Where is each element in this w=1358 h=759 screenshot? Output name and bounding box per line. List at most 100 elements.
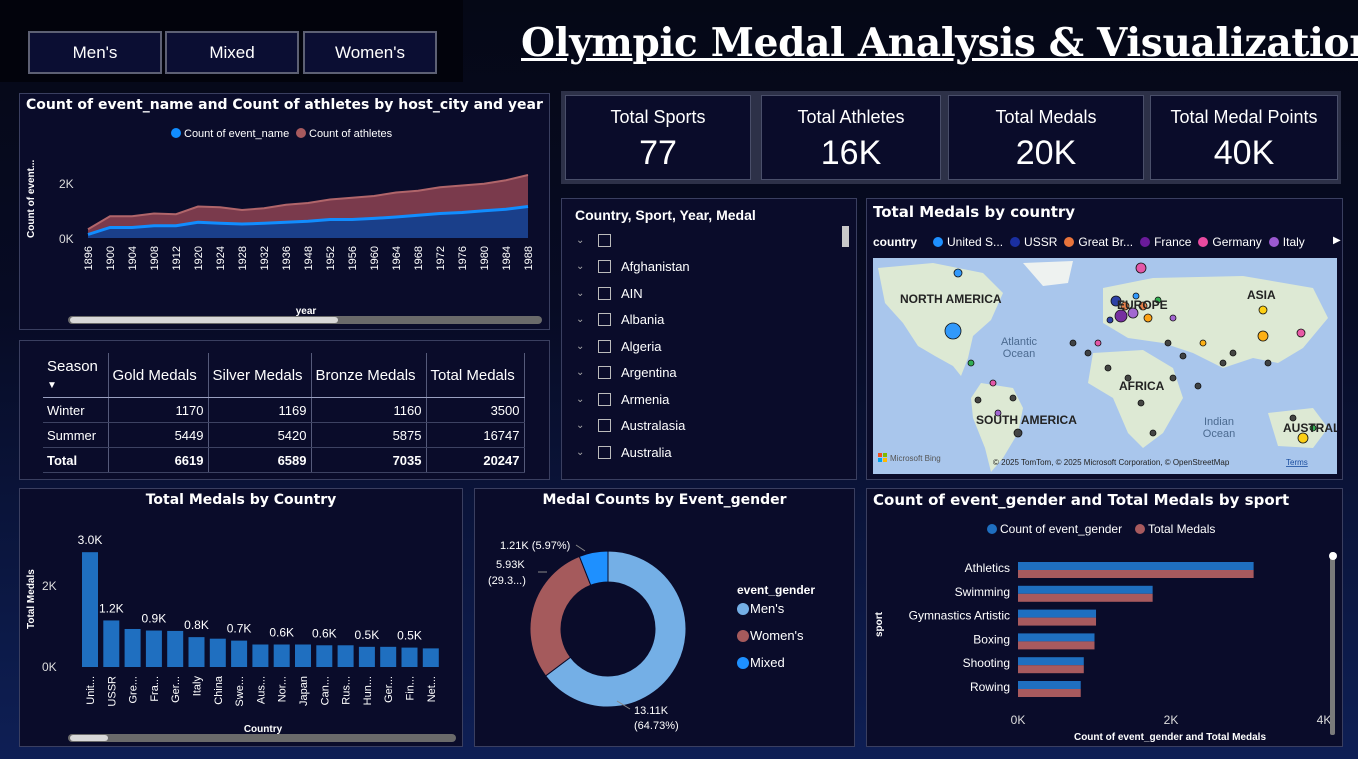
country-bubble[interactable] — [1264, 359, 1272, 367]
bar[interactable] — [380, 646, 397, 667]
slicer-item[interactable]: ⌄ AIN — [576, 280, 643, 306]
checkbox[interactable] — [598, 445, 611, 459]
column-header-bronze[interactable]: Bronze Medals — [311, 353, 427, 398]
bar[interactable] — [209, 638, 226, 667]
country-bubble[interactable] — [1069, 339, 1077, 347]
bar-total[interactable] — [1018, 570, 1254, 578]
bar-count[interactable] — [1018, 562, 1254, 570]
country-bubble[interactable] — [1257, 330, 1269, 342]
country-bubble[interactable] — [944, 322, 962, 340]
bar-total[interactable] — [1018, 689, 1081, 697]
bar[interactable] — [295, 644, 311, 667]
donut-slice[interactable] — [578, 550, 609, 586]
country-bubble[interactable] — [1164, 339, 1172, 347]
bar[interactable] — [273, 644, 290, 667]
country-bubble[interactable] — [1106, 316, 1114, 324]
bar[interactable] — [231, 640, 248, 667]
country-bubble[interactable] — [1137, 399, 1145, 407]
chevron-down-icon[interactable]: ⌄ — [576, 420, 585, 431]
world-map[interactable]: NORTH AMERICA EUROPE ASIA Atlantic Ocean… — [873, 258, 1337, 474]
column-header-gold[interactable]: Gold Medals — [108, 353, 209, 398]
column-header-total[interactable]: Total Medals — [426, 353, 525, 398]
checkbox[interactable] — [598, 260, 611, 273]
country-bubble[interactable] — [1110, 295, 1122, 307]
country-bubble[interactable] — [1258, 305, 1268, 315]
chevron-down-icon[interactable]: ⌄ — [576, 340, 585, 352]
checkbox[interactable] — [598, 313, 611, 326]
country-bubble[interactable] — [1120, 301, 1130, 311]
country-bubble[interactable] — [1229, 349, 1237, 357]
bar-count[interactable] — [1018, 657, 1084, 666]
map-terms-link[interactable]: Terms — [1286, 458, 1308, 467]
country-bubble[interactable] — [1124, 374, 1132, 382]
country-bubble[interactable] — [1132, 292, 1140, 300]
country-bubble[interactable] — [1143, 313, 1153, 323]
slicer-item[interactable]: ⌄ Australasia — [576, 413, 685, 439]
map-legend-item[interactable]: United S... — [933, 235, 1003, 249]
country-bubble[interactable] — [1154, 296, 1162, 304]
country-bubble[interactable] — [994, 409, 1002, 417]
country-bubble[interactable] — [1009, 394, 1017, 402]
slicer-item[interactable]: ⌄ — [576, 227, 621, 253]
bar-total[interactable] — [1018, 665, 1084, 674]
map-legend-item[interactable]: Italy — [1268, 235, 1305, 249]
tab-womens[interactable]: Women's — [303, 31, 437, 74]
scrollbar-track[interactable] — [68, 734, 456, 742]
legend-next-icon[interactable]: ▶ — [1333, 235, 1341, 246]
bar[interactable] — [252, 644, 269, 667]
map-legend-item[interactable]: Germany — [1198, 235, 1262, 249]
country-bubble[interactable] — [1309, 424, 1317, 432]
chevron-down-icon[interactable]: ⌄ — [576, 367, 585, 378]
tab-mixed[interactable]: Mixed — [165, 31, 299, 74]
country-bubble[interactable] — [1149, 429, 1157, 437]
country-bubble[interactable] — [1289, 414, 1297, 422]
scrollbar-track[interactable] — [1330, 552, 1335, 735]
bar-total[interactable] — [1018, 593, 1153, 602]
slicer-item[interactable]: ⌄ Albania — [576, 307, 664, 333]
country-bubble[interactable] — [1169, 314, 1177, 322]
bar[interactable] — [422, 648, 439, 667]
checkbox[interactable] — [598, 392, 611, 406]
map-legend-item[interactable]: France — [1140, 235, 1191, 249]
checkbox[interactable] — [598, 419, 611, 432]
country-bubble[interactable] — [1169, 374, 1177, 382]
chevron-down-icon[interactable]: ⌄ — [576, 234, 585, 246]
map-legend-item[interactable]: USSR — [1010, 235, 1057, 249]
bar-count[interactable] — [1018, 633, 1095, 642]
bar-count[interactable] — [1018, 609, 1097, 618]
bar[interactable] — [188, 637, 205, 667]
country-bubble[interactable] — [1297, 432, 1309, 444]
country-bubble[interactable] — [1179, 352, 1187, 360]
bar[interactable] — [167, 630, 184, 667]
checkbox[interactable] — [598, 366, 611, 379]
bar-count[interactable] — [1018, 585, 1153, 594]
bar[interactable] — [316, 645, 333, 667]
bar[interactable] — [401, 647, 418, 667]
chevron-down-icon[interactable]: ⌄ — [576, 261, 585, 272]
checkbox[interactable] — [598, 339, 611, 353]
chevron-down-icon[interactable]: ⌄ — [576, 393, 585, 405]
bar[interactable] — [82, 552, 98, 667]
slicer-scrollbar[interactable] — [842, 226, 849, 247]
bar-total[interactable] — [1018, 641, 1095, 650]
bar-count[interactable] — [1018, 681, 1081, 689]
country-bubble[interactable] — [974, 396, 982, 404]
country-bubble[interactable] — [1094, 339, 1102, 347]
country-bubble[interactable] — [1104, 364, 1112, 372]
bar[interactable] — [124, 628, 141, 667]
country-bubble[interactable] — [953, 268, 963, 278]
country-bubble[interactable] — [1199, 339, 1207, 347]
donut-slice[interactable] — [529, 555, 592, 677]
tab-mens[interactable]: Men's — [28, 31, 162, 74]
country-bubble[interactable] — [1114, 309, 1128, 323]
chevron-down-icon[interactable]: ⌄ — [576, 287, 585, 299]
slicer-item[interactable]: ⌄ Australia — [576, 439, 672, 465]
country-bubble[interactable] — [1135, 262, 1147, 274]
column-header-silver[interactable]: Silver Medals — [208, 353, 312, 398]
column-header-season[interactable]: Season ▼ — [43, 353, 109, 398]
checkbox[interactable] — [598, 286, 611, 300]
slicer-item[interactable]: ⌄ Argentina — [576, 360, 677, 386]
country-bubble[interactable] — [1127, 307, 1139, 319]
bar[interactable] — [145, 630, 162, 667]
country-bubble[interactable] — [1138, 301, 1148, 311]
